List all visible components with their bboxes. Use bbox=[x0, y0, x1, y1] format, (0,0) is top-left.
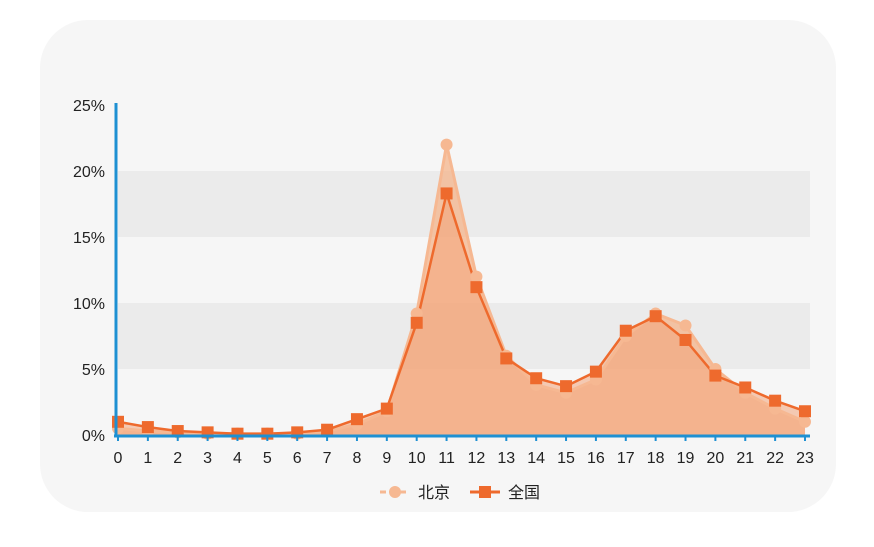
x-tick-label: 23 bbox=[796, 450, 814, 467]
point-series-1 bbox=[739, 381, 752, 394]
point-series-1 bbox=[799, 405, 811, 418]
point-series-1 bbox=[470, 281, 483, 294]
y-tick-label: 15% bbox=[73, 230, 105, 247]
legend-marker-square bbox=[479, 486, 491, 498]
legend-item-1: 全国 bbox=[470, 484, 540, 502]
series-markers bbox=[112, 138, 811, 440]
axes bbox=[114, 103, 810, 441]
grid-band bbox=[118, 105, 810, 171]
x-tick-label: 0 bbox=[114, 450, 123, 467]
x-tick-label: 3 bbox=[203, 450, 212, 467]
point-series-1 bbox=[112, 415, 124, 428]
series-areas bbox=[118, 144, 805, 435]
point-series-1 bbox=[589, 365, 602, 378]
point-series-1 bbox=[709, 369, 722, 382]
x-tick-label: 8 bbox=[353, 450, 362, 467]
x-tick-label: 10 bbox=[408, 450, 426, 467]
x-tick-label: 1 bbox=[143, 450, 152, 467]
point-series-1 bbox=[560, 380, 573, 393]
y-tick-label: 5% bbox=[82, 362, 105, 379]
x-tick-label: 5 bbox=[263, 450, 272, 467]
point-series-0 bbox=[799, 415, 811, 428]
legend-label: 北京 bbox=[418, 484, 450, 502]
y-tick-label: 20% bbox=[73, 164, 105, 181]
point-series-0 bbox=[470, 270, 483, 283]
point-series-1 bbox=[500, 352, 513, 365]
y-tick-label: 25% bbox=[73, 98, 105, 115]
x-tick-label: 2 bbox=[173, 450, 182, 467]
point-series-0 bbox=[410, 307, 423, 320]
x-tick-label: 16 bbox=[587, 450, 605, 467]
point-series-1 bbox=[530, 372, 543, 385]
point-series-1 bbox=[649, 310, 662, 323]
y-tick-label: 10% bbox=[73, 296, 105, 313]
y-tick-label: 0% bbox=[82, 428, 105, 445]
x-tick-label: 19 bbox=[677, 450, 695, 467]
x-tick-label: 6 bbox=[293, 450, 302, 467]
x-tick-label: 7 bbox=[323, 450, 332, 467]
x-tick-labels: 0 1 2 3 4 5 6 7 8 9 10 11 12 13 14 15 16 17 18 19 20 21 22 23 bbox=[114, 450, 814, 467]
point-series-1 bbox=[321, 423, 334, 436]
area-series-1 bbox=[118, 193, 805, 435]
x-tick-label: 4 bbox=[233, 450, 242, 467]
x-tick-label: 20 bbox=[706, 450, 724, 467]
x-tick-label: 9 bbox=[382, 450, 391, 467]
legend-marker-circle bbox=[389, 486, 401, 498]
x-tick-label: 11 bbox=[438, 450, 455, 467]
x-tick-label: 15 bbox=[557, 450, 575, 467]
legend-item-0: 北京 bbox=[380, 484, 450, 502]
point-series-1 bbox=[380, 402, 393, 415]
point-series-1 bbox=[350, 413, 363, 426]
point-series-1 bbox=[679, 333, 692, 346]
point-series-1 bbox=[410, 316, 423, 329]
x-tick-label: 17 bbox=[617, 450, 635, 467]
point-series-1 bbox=[440, 187, 453, 200]
x-tick-label: 21 bbox=[736, 450, 754, 467]
point-series-1 bbox=[141, 421, 154, 434]
point-series-0 bbox=[440, 138, 453, 151]
point-series-1 bbox=[619, 324, 632, 337]
x-tick-label: 12 bbox=[468, 450, 486, 467]
point-series-0 bbox=[679, 319, 692, 332]
x-tick-label: 22 bbox=[766, 450, 784, 467]
point-series-1 bbox=[769, 394, 782, 407]
legend-label: 全国 bbox=[508, 484, 540, 502]
y-tick-labels: 0% 5% 10% 15% 20% 25% bbox=[73, 98, 105, 445]
x-tick-label: 14 bbox=[527, 450, 545, 467]
x-tick-label: 13 bbox=[497, 450, 515, 467]
x-tick-label: 18 bbox=[647, 450, 665, 467]
point-series-1 bbox=[171, 425, 184, 438]
legend: 北京 全国 bbox=[380, 484, 540, 502]
